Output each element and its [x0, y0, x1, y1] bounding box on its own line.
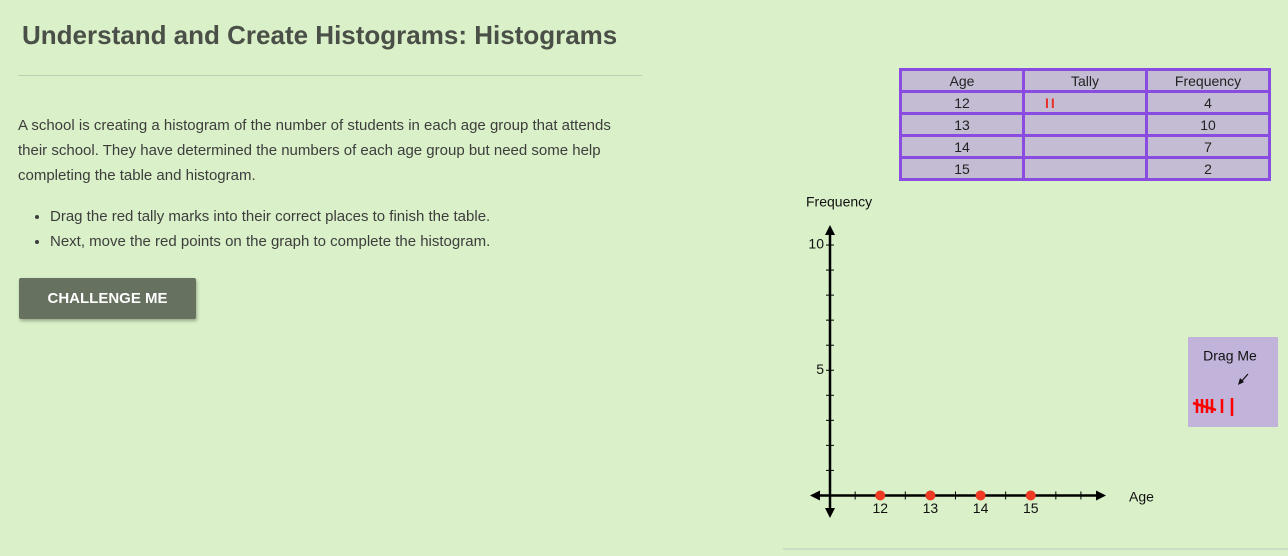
- frequency-table: Age Tally Frequency 12 II 4 13 10 14 7 1…: [899, 68, 1271, 181]
- x-tick-label: 15: [1023, 500, 1039, 516]
- instruction: Next, move the red points on the graph t…: [50, 229, 490, 254]
- draggable-point[interactable]: [925, 490, 936, 501]
- challenge-button[interactable]: CHALLENGE ME: [19, 278, 196, 319]
- frequency-cell: 4: [1145, 90, 1271, 115]
- draggable-point[interactable]: [1025, 490, 1036, 501]
- table-header: Age Tally Frequency: [899, 68, 1271, 93]
- draggable-point[interactable]: [975, 490, 986, 501]
- header-cell: Frequency: [1145, 68, 1271, 93]
- frequency-cell: 2: [1145, 156, 1271, 181]
- divider: [18, 75, 642, 76]
- instructions: Drag the red tally marks into their corr…: [18, 204, 490, 254]
- age-cell: 13: [899, 112, 1025, 137]
- header-cell: Tally: [1022, 68, 1148, 93]
- table-row: 13 10: [899, 112, 1271, 137]
- age-cell: 14: [899, 134, 1025, 159]
- drag-label: Drag Me: [1203, 348, 1257, 364]
- frequency-cell: 10: [1145, 112, 1271, 137]
- x-axis-label: Age: [1129, 489, 1154, 505]
- draggable-tally[interactable]: [1192, 398, 1234, 416]
- drag-box[interactable]: Drag Me: [1188, 337, 1278, 427]
- header-cell: Age: [899, 68, 1025, 93]
- instruction: Drag the red tally marks into their corr…: [50, 204, 490, 229]
- y-axis-label: Frequency: [806, 194, 872, 210]
- table-row: 15 2: [899, 156, 1271, 181]
- table-row: 14 7: [899, 134, 1271, 159]
- x-tick-label: 13: [923, 500, 939, 516]
- x-tick-label: 12: [872, 500, 888, 516]
- frequency-cell: 7: [1145, 134, 1271, 159]
- y-tick-label: 10: [808, 236, 824, 252]
- title: Understand and Create Histograms: Histog…: [22, 20, 618, 50]
- drag-arrow-head: [1238, 378, 1244, 385]
- intro: A school is creating a histogram of the …: [18, 117, 611, 184]
- draggable-point[interactable]: [875, 490, 886, 501]
- tally-cell[interactable]: [1022, 156, 1148, 181]
- x-tick-label: 14: [973, 500, 989, 516]
- age-cell: 15: [899, 156, 1025, 181]
- tally-cell[interactable]: II: [1022, 90, 1148, 115]
- y-tick-label: 5: [816, 361, 824, 377]
- tally-cell[interactable]: [1022, 134, 1148, 159]
- age-cell: 12: [899, 90, 1025, 115]
- table-row: 12 II 4: [899, 90, 1271, 115]
- tally-cell[interactable]: [1022, 112, 1148, 137]
